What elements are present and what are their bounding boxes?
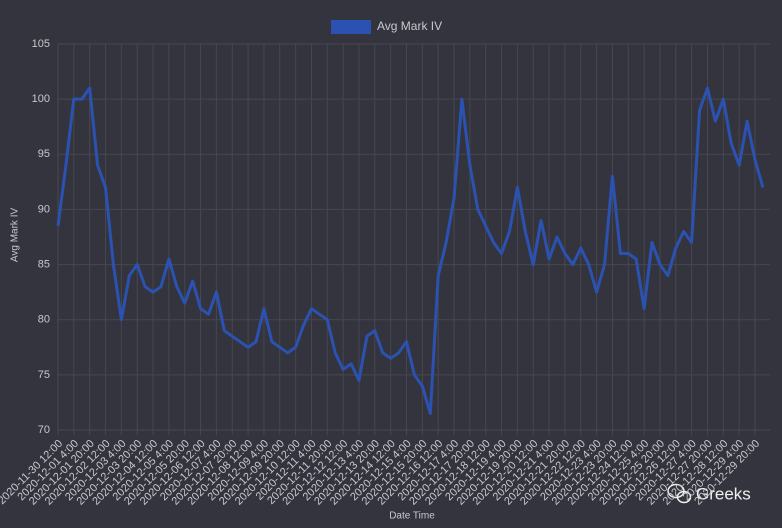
legend-swatch [331,20,371,34]
y-axis-title: Avg Mark IV [10,208,21,263]
y-tick-label: 90 [38,203,50,215]
watermark: Greeks [696,484,751,503]
y-tick-label: 100 [32,93,50,105]
legend-label: Avg Mark IV [377,19,442,33]
y-tick-label: 70 [38,424,50,436]
x-axis-title: Date Time [389,511,435,522]
watermark-icon [667,483,692,504]
series-line [56,86,765,415]
y-tick-label: 95 [38,148,50,160]
y-tick-label: 105 [32,38,50,50]
y-tick-label: 85 [38,258,50,270]
y-tick-label: 80 [38,314,50,326]
y-tick-label: 75 [38,369,50,381]
